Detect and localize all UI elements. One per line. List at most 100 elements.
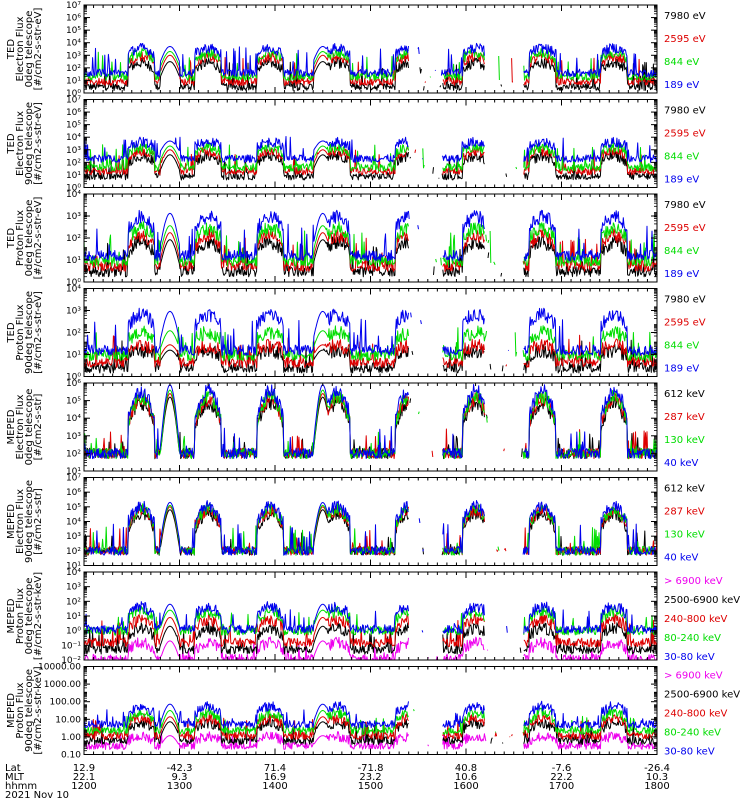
- footer-value: 1800: [644, 781, 669, 792]
- y-tick-label: 10⁵: [66, 26, 81, 36]
- y-tick-label: 10⁰: [66, 278, 81, 288]
- footer-value: 1200: [71, 781, 96, 792]
- legend-entry: 7980 eV: [664, 295, 706, 306]
- y-tick-label: 10³: [66, 307, 81, 317]
- y-tick-label: 10⁵: [66, 397, 81, 407]
- legend-entry: > 6900 keV: [664, 671, 723, 682]
- footer-value: 1500: [358, 781, 383, 792]
- footer-value: 10.6: [455, 772, 477, 783]
- footer-value: 22.2: [550, 772, 572, 783]
- flux-panel-4: 10⁰ 10¹ 10² 10³ 10⁴ TEDProton Flux90deg teles…: [6, 285, 706, 383]
- y-tick-label: 10⁶: [66, 14, 81, 24]
- legend-entry: > 6900 keV: [664, 576, 723, 587]
- y-tick-label: 0.10: [61, 751, 81, 761]
- legend-entry: 30-80 keV: [664, 747, 715, 758]
- footer-value: 9.3: [172, 772, 188, 783]
- legend-entry: 30-80 keV: [664, 652, 715, 663]
- legend-entry: 80-240 keV: [664, 633, 721, 644]
- legend-entry: 2595 eV: [664, 34, 706, 45]
- y-tick-label: 10¹: [66, 351, 81, 361]
- y-tick-label: 10⁶: [66, 108, 81, 118]
- y-tick-label: 10⁰: [66, 627, 81, 637]
- y-tick-label: 10³: [66, 146, 81, 156]
- y-tick-label: 10³: [66, 532, 81, 542]
- y-tick-label: 10⁴: [66, 414, 81, 424]
- footer-value: 16.9: [264, 772, 286, 783]
- y-axis-label: MEPEDProton Flux0deg telescope[#/cm2-s-s…: [6, 572, 44, 660]
- y-axis-label: TEDProton Flux90deg telescope[#/cm2-s-st…: [6, 291, 44, 374]
- y-tick-label: 10⁻¹: [61, 641, 81, 651]
- legend-entry: 2500-6900 keV: [664, 595, 740, 606]
- footer-value: 1300: [167, 781, 192, 792]
- y-axis-label: TEDElectron Flux0deg telescope[#/cm2-s-s…: [6, 8, 44, 91]
- y-tick-label: 10¹: [66, 76, 81, 86]
- footer-value: 22.1: [73, 772, 95, 783]
- legend-entry: 844 eV: [664, 57, 699, 68]
- y-tick-label: 10³: [66, 51, 81, 61]
- y-tick-label: 10⁰: [66, 373, 81, 383]
- series-30-80-kev-p8: [84, 700, 657, 729]
- legend-entry: 7980 eV: [664, 200, 706, 211]
- flux-panel-7: 10⁻² 10⁻¹ 10⁰ 10¹ 10² 10³ 10⁴ MEPEDProton Flux0…: [6, 568, 740, 666]
- legend-entry: 844 eV: [664, 341, 699, 352]
- y-tick-label: 10⁴: [66, 190, 81, 200]
- footer-row-label: hhmm: [5, 781, 37, 792]
- series-40-kev-p5: [84, 383, 657, 460]
- series-844-ev-p4: [84, 325, 657, 362]
- legend-entry: 189 eV: [664, 80, 699, 91]
- footer-value: 1400: [262, 781, 287, 792]
- legend-entry: 7980 eV: [664, 106, 706, 117]
- panel-data-area: [84, 700, 657, 750]
- y-tick-label: 10.00: [55, 715, 81, 725]
- y-tick-label: 10³: [66, 212, 81, 222]
- footer-value: 40.8: [455, 763, 477, 774]
- footer-value: 10.3: [646, 772, 668, 783]
- series-130-kev-p5: [84, 389, 657, 460]
- legend-entry: 2500-6900 keV: [664, 690, 740, 701]
- y-tick-label: 1000.00: [44, 680, 81, 690]
- y-tick-label: 10⁴: [66, 39, 81, 49]
- y-tick-label: 10²: [66, 64, 81, 74]
- series-844-ev-p1: [84, 48, 657, 81]
- y-tick-label: 1.00: [61, 733, 81, 743]
- flux-panel-8: 0.10 1.00 10.00 100.00 1000.00 10000.00MEPEDP…: [6, 663, 740, 761]
- y-tick-label: 10⁷: [66, 1, 81, 11]
- panel-data-area: [84, 209, 657, 278]
- series-189-ev-p1: [84, 42, 657, 78]
- panel-data-area: [84, 42, 657, 91]
- y-tick-label: 10⁵: [66, 121, 81, 131]
- y-tick-label: 10⁴: [66, 285, 81, 295]
- series-2595-ev-p4: [84, 334, 657, 368]
- y-axis-label: TEDElectron Flux90deg telescope[#/cm2-s-…: [6, 102, 44, 185]
- y-tick-label: 10⁶: [66, 488, 81, 498]
- panel-data-area: [84, 383, 657, 460]
- legend-entry: 80-240 keV: [664, 728, 721, 739]
- footer-row-label: MLT: [5, 772, 25, 783]
- y-tick-label: 10¹: [66, 562, 81, 572]
- footer-value: -7.6: [552, 763, 572, 774]
- y-tick-label: 10³: [66, 583, 81, 593]
- legend-entry: 240-800 keV: [664, 709, 728, 720]
- y-tick-label: 10²: [66, 329, 81, 339]
- flux-panel-6: 10¹ 10² 10³ 10⁴ 10⁵ 10⁶ 10⁷ MEPEDElectron Flux9…: [6, 474, 705, 572]
- legend-entry: 844 eV: [664, 246, 699, 257]
- legend-entry: 130 keV: [664, 530, 705, 541]
- y-tick-label: 10³: [66, 432, 81, 442]
- y-tick-label: 10¹: [66, 467, 81, 477]
- y-tick-label: 10⁷: [66, 96, 81, 106]
- footer-value: 71.4: [264, 763, 286, 774]
- footer-value: 1700: [549, 781, 574, 792]
- y-tick-label: 10⁰: [66, 184, 81, 194]
- series-189-ev-p3: [84, 209, 657, 262]
- series-189-ev-p2: [84, 136, 657, 163]
- y-tick-label: 10¹: [66, 612, 81, 622]
- y-axis-label: TEDProton Flux0deg telescope[#/cm2-s-str…: [6, 197, 44, 280]
- legend-entry: 40 keV: [664, 458, 698, 469]
- series-844-ev-p2: [84, 142, 657, 172]
- y-tick-label: 10⁻²: [61, 656, 81, 666]
- y-tick-label: 10⁴: [66, 518, 81, 528]
- series-6900-kev-p8: [84, 731, 657, 750]
- legend-entry: 2595 eV: [664, 318, 706, 329]
- footer-value: -71.8: [358, 763, 384, 774]
